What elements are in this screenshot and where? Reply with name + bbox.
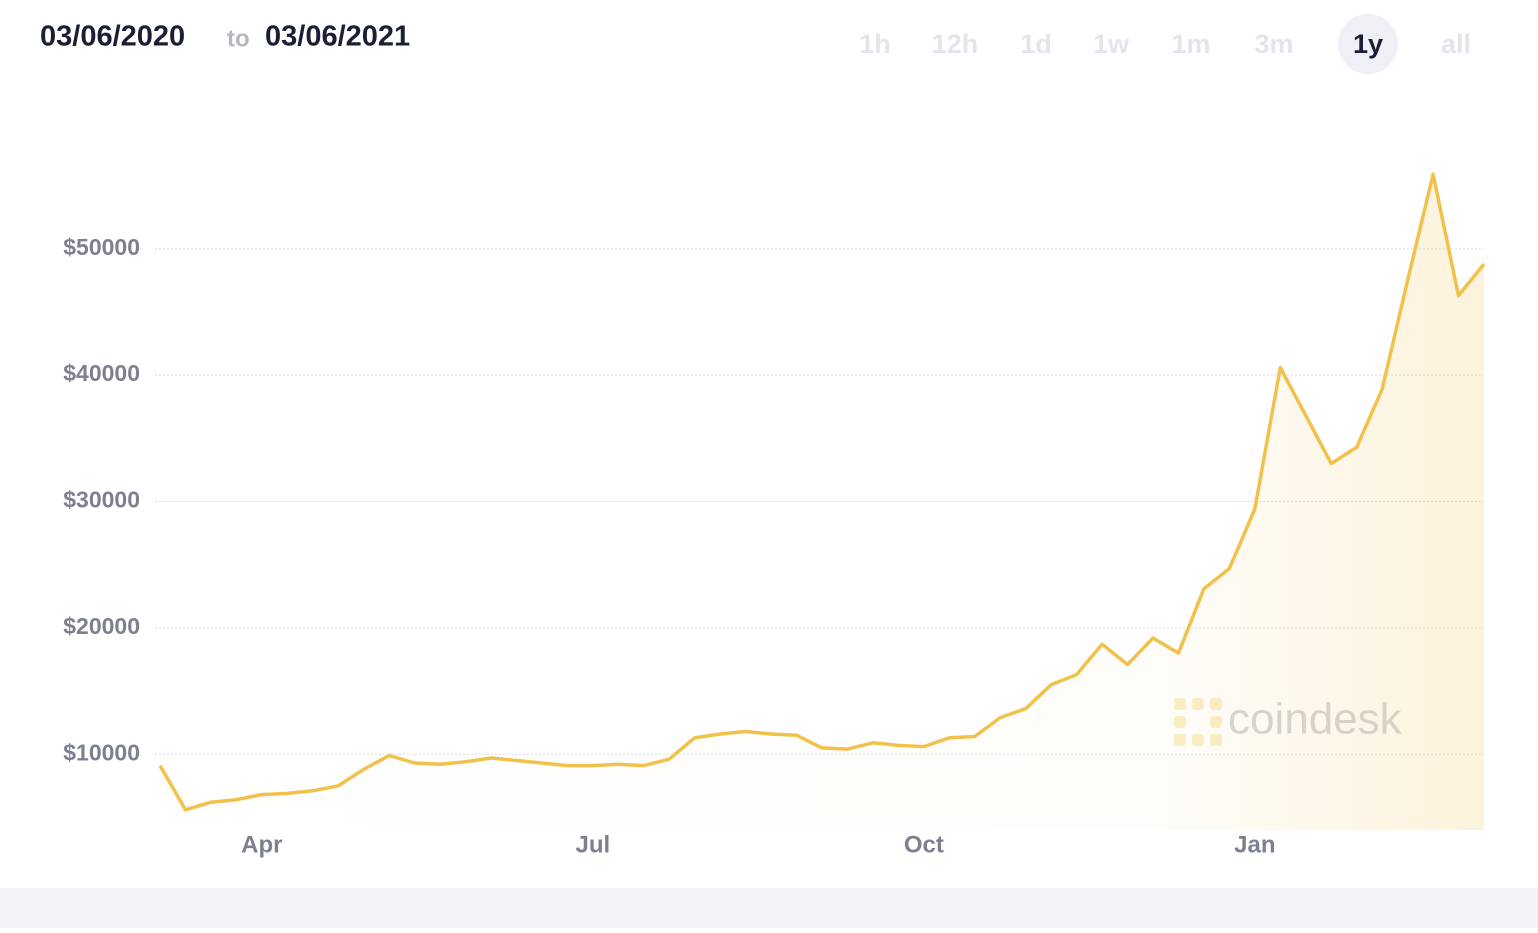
range-button[interactable]: 1y [1353, 29, 1383, 59]
y-tick-label: $20000 [63, 613, 140, 639]
y-tick-label: $40000 [63, 360, 140, 386]
range-button[interactable]: 1h [859, 29, 891, 59]
active-button-bg [1338, 14, 1398, 74]
x-tick-label: Jul [576, 831, 611, 858]
range-button[interactable]: 1w [1093, 29, 1130, 59]
footer-band [0, 888, 1538, 928]
range-buttons: 1h 12h 1d 1w 1m 3m 1y all [859, 14, 1471, 74]
y-tick-label: $10000 [63, 739, 140, 765]
x-tick-label: Oct [904, 831, 944, 858]
y-tick-label: $30000 [63, 487, 140, 513]
x-tick-label: Apr [241, 831, 282, 858]
y-tick-label: $50000 [63, 234, 140, 260]
x-tick-label: Jan [1234, 831, 1275, 858]
date-from: 03/06/2020 [40, 21, 185, 53]
range-button[interactable]: 1m [1171, 29, 1210, 59]
range-button[interactable]: 1d [1020, 29, 1052, 59]
range-button[interactable]: 12h [932, 29, 979, 59]
area [160, 174, 1484, 831]
date-until: 03/06/2021 [265, 21, 410, 53]
range-button[interactable]: all [1441, 29, 1471, 59]
date-to-word: to [227, 25, 250, 52]
price-line [158, 172, 1486, 812]
range-button[interactable]: 3m [1254, 29, 1293, 59]
